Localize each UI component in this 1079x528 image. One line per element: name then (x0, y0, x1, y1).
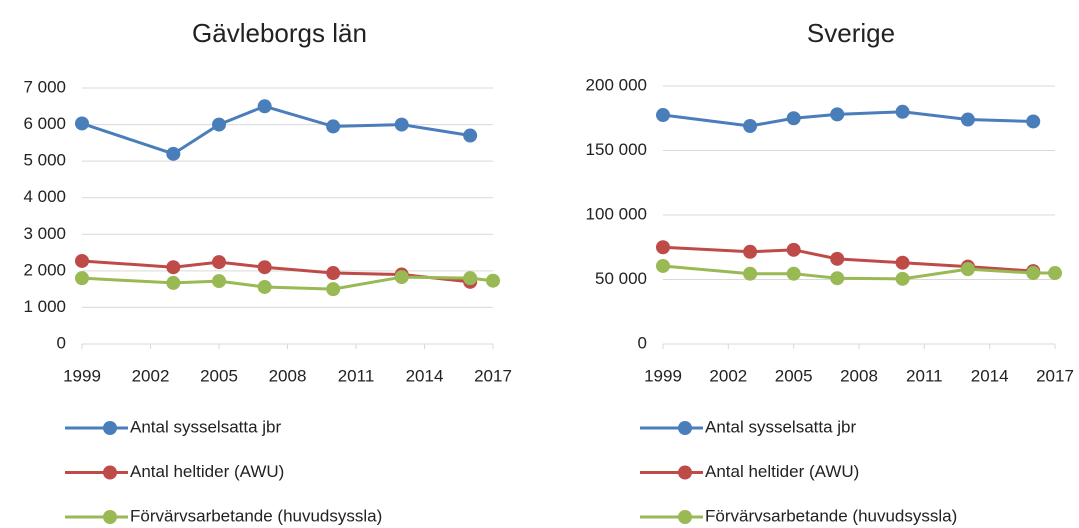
data-point (743, 266, 758, 281)
y-tick-label: 5 000 (23, 151, 66, 170)
data-point (166, 275, 181, 290)
x-tick-label: 2002 (709, 366, 747, 385)
data-point (75, 271, 89, 286)
y-tick-label: 50 000 (595, 269, 647, 288)
data-point (1048, 266, 1062, 281)
data-point (656, 258, 670, 273)
data-point (212, 255, 226, 270)
data-point (257, 279, 272, 294)
legend-label: Antal heltider (AWU) (705, 462, 859, 481)
x-tick-label: 2011 (338, 366, 375, 385)
legend-marker (678, 465, 692, 480)
data-point (656, 240, 670, 255)
data-point (75, 253, 89, 268)
x-tick-label: 2011 (906, 366, 943, 385)
data-point (75, 116, 89, 131)
series-line (662, 245, 1034, 273)
series-line (662, 110, 1034, 128)
data-point (656, 108, 670, 123)
legend-marker (103, 465, 117, 480)
data-point (895, 271, 910, 286)
y-tick-label: 2 000 (23, 260, 66, 279)
data-point (830, 107, 845, 122)
data-point (326, 282, 341, 297)
legend-marker (103, 510, 117, 524)
legend-marker (103, 421, 117, 435)
data-point (463, 271, 478, 286)
x-tick-label: 1999 (63, 366, 101, 385)
data-point (960, 262, 975, 277)
data-point (830, 271, 845, 286)
y-tick-label: 3 000 (23, 224, 66, 243)
data-point (830, 251, 845, 266)
y-tick-label: 1 000 (23, 297, 66, 316)
legend-label: Förvärvsarbetande (huvudsyssla) (705, 506, 957, 525)
x-tick-label: 2014 (406, 366, 444, 385)
data-point (463, 128, 478, 143)
series-line (81, 275, 494, 291)
x-tick-label: 2017 (474, 366, 512, 385)
y-tick-label: 7 000 (23, 77, 66, 96)
data-point (166, 146, 181, 161)
x-tick-label: 1999 (644, 366, 682, 385)
x-tick-label: 2005 (775, 366, 813, 385)
data-point (743, 118, 758, 133)
y-tick-label: 200 000 (586, 75, 647, 94)
y-tick-label: 0 (57, 333, 66, 352)
data-point (257, 99, 272, 114)
series-line (662, 264, 1055, 281)
data-point (743, 244, 758, 259)
data-point (1026, 114, 1041, 129)
chart-title: Gävleborgs län (192, 18, 367, 48)
data-point (257, 260, 272, 275)
y-tick-label: 100 000 (586, 204, 647, 223)
y-tick-label: 6 000 (23, 114, 66, 133)
legend-marker (678, 421, 692, 435)
data-point (212, 274, 226, 289)
y-tick-label: 4 000 (23, 187, 66, 206)
legend-label: Antal sysselsatta jbr (705, 417, 857, 436)
data-point (786, 266, 801, 281)
data-point (326, 119, 341, 134)
data-point (786, 111, 801, 126)
legend-marker (678, 510, 692, 524)
data-point (486, 273, 500, 288)
legend-label: Antal sysselsatta jbr (130, 417, 282, 436)
x-tick-label: 2008 (269, 366, 307, 385)
y-tick-label: 0 (638, 333, 647, 352)
data-point (895, 104, 910, 119)
x-tick-label: 2005 (200, 366, 238, 385)
data-point (786, 242, 801, 257)
x-tick-label: 2014 (971, 366, 1009, 385)
x-tick-label: 2002 (132, 366, 170, 385)
y-tick-label: 150 000 (586, 140, 647, 159)
x-tick-label: 2008 (840, 366, 878, 385)
data-point (895, 255, 910, 270)
data-point (1026, 266, 1041, 281)
legend-label: Förvärvsarbetande (huvudsyssla) (130, 506, 382, 525)
data-point (166, 260, 181, 275)
data-point (212, 117, 226, 132)
data-point (394, 270, 409, 285)
chart-title: Sverige (807, 18, 895, 48)
data-point (326, 266, 341, 281)
data-point (394, 117, 409, 132)
legend-label: Antal heltider (AWU) (130, 462, 284, 481)
x-tick-label: 2017 (1036, 366, 1074, 385)
data-point (960, 112, 975, 127)
series-line (81, 104, 471, 156)
